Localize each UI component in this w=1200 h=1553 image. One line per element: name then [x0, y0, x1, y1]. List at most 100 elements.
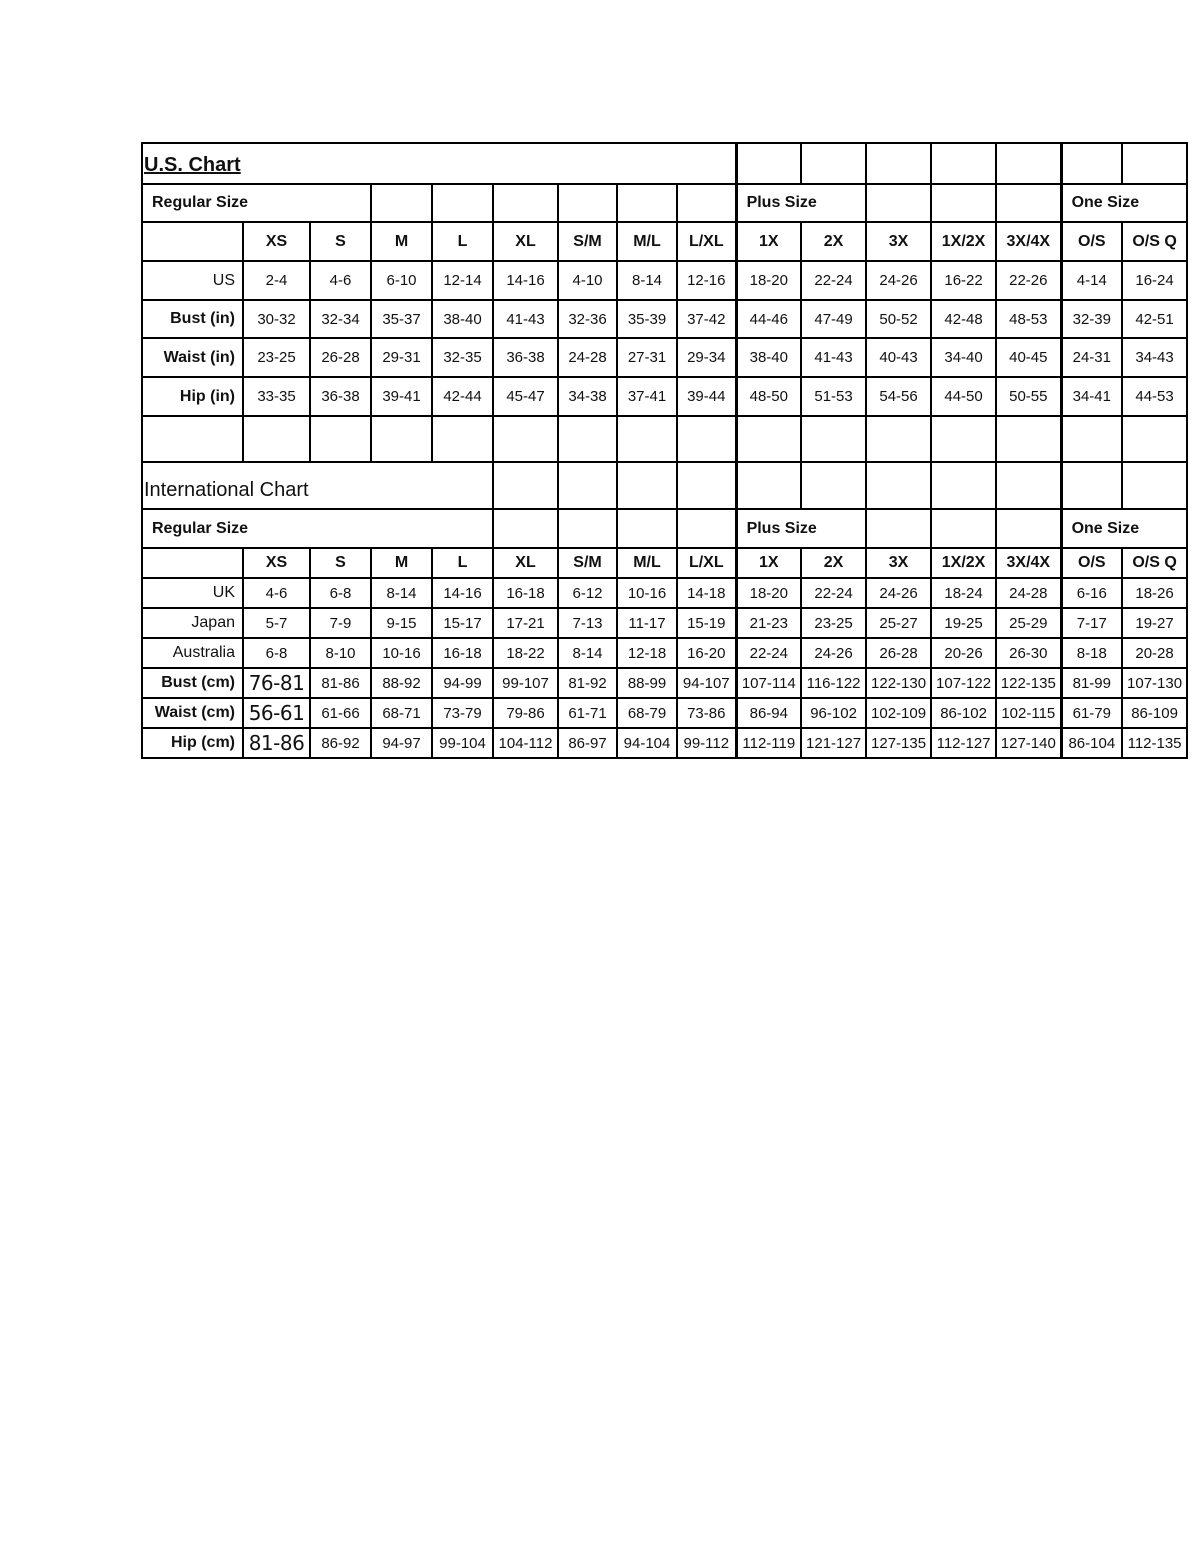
empty-cell	[800, 461, 868, 510]
empty-cell	[309, 415, 372, 463]
row-label: Waist (cm)	[141, 697, 244, 729]
empty-cell	[557, 508, 618, 549]
table-cell: 4-6	[242, 577, 311, 609]
empty-cell	[675, 415, 738, 463]
table-cell: 35-37	[370, 299, 433, 339]
table-cell: 54-56	[865, 376, 933, 417]
empty-cell	[431, 183, 494, 223]
empty-cell	[995, 142, 1063, 185]
size-header: 1X	[734, 221, 803, 262]
table-cell: 86-92	[309, 727, 372, 759]
table-cell: 86-97	[557, 727, 618, 759]
size-header: XS	[242, 547, 311, 579]
size-header: L/XL	[675, 547, 738, 579]
table-cell: 26-30	[995, 637, 1063, 669]
table-cell: 32-34	[309, 299, 372, 339]
table-cell: 50-52	[865, 299, 933, 339]
table-cell: 127-140	[995, 727, 1063, 759]
table-row: Bust (cm) 76-81 81-86 88-92 94-99 99-107 81-92…	[141, 667, 1189, 699]
table-row: US 2-4 4-6 6-10 12-14 14-16 4-10 8-14 12-16 18-20…	[141, 260, 1189, 301]
table-cell: 29-31	[370, 337, 433, 378]
table-cell: 48-50	[734, 376, 803, 417]
table-cell: 88-92	[370, 667, 433, 699]
empty-cell	[734, 461, 803, 510]
row-label: Waist (in)	[141, 337, 244, 378]
regular-size-label: Regular Size	[141, 508, 494, 549]
size-header: 2X	[800, 221, 868, 262]
table-cell: 21-23	[734, 607, 803, 639]
table-cell: 26-28	[309, 337, 372, 378]
table-cell: 16-22	[930, 260, 998, 301]
empty-cell	[930, 508, 998, 549]
table-row: Hip (in) 33-35 36-38 39-41 42-44 45-47 34-38 37…	[141, 376, 1189, 417]
table-cell: 94-104	[616, 727, 678, 759]
empty-cell	[141, 415, 244, 463]
table-cell: 6-16	[1059, 577, 1124, 609]
table-cell: 38-40	[431, 299, 494, 339]
table-cell: 99-112	[675, 727, 738, 759]
table-cell: 121-127	[800, 727, 868, 759]
table-cell: 6-10	[370, 260, 433, 301]
size-header: O/S	[1059, 221, 1124, 262]
empty-cell	[1121, 142, 1189, 185]
row-label: Australia	[141, 637, 244, 669]
table-cell: 24-26	[800, 637, 868, 669]
table-cell: 35-39	[616, 299, 678, 339]
size-header: 3X	[865, 221, 933, 262]
table-cell: 112-119	[734, 727, 803, 759]
table-cell: 4-10	[557, 260, 618, 301]
empty-cell	[995, 508, 1063, 549]
table-cell: 42-48	[930, 299, 998, 339]
table-cell: 112-135	[1121, 727, 1189, 759]
table-cell: 11-17	[616, 607, 678, 639]
table-cell: 22-24	[800, 577, 868, 609]
table-cell: 9-15	[370, 607, 433, 639]
table-cell: 10-16	[616, 577, 678, 609]
empty-cell	[370, 183, 433, 223]
table-cell: 122-135	[995, 667, 1063, 699]
empty-cell	[800, 415, 868, 463]
empty-cell	[995, 461, 1063, 510]
empty-cell	[1121, 461, 1189, 510]
table-cell: 29-34	[675, 337, 738, 378]
empty-cell	[492, 183, 559, 223]
table-cell: 61-71	[557, 697, 618, 729]
table-cell: 36-38	[309, 376, 372, 417]
row-label: US	[141, 260, 244, 301]
empty-cell	[492, 461, 559, 510]
size-header: S	[309, 221, 372, 262]
table-cell: 56-61	[242, 697, 311, 729]
row-label: UK	[141, 577, 244, 609]
empty-cell	[616, 415, 678, 463]
table-cell: 127-135	[865, 727, 933, 759]
table-cell: 16-18	[492, 577, 559, 609]
table-cell: 4-14	[1059, 260, 1124, 301]
table-cell: 27-31	[616, 337, 678, 378]
empty-cell	[675, 183, 738, 223]
table-cell: 6-8	[242, 637, 311, 669]
size-header: XS	[242, 221, 311, 262]
table-cell: 79-86	[492, 697, 559, 729]
table-row: Australia 6-8 8-10 10-16 16-18 18-22 8-14 12-18…	[141, 637, 1189, 669]
table-cell: 18-24	[930, 577, 998, 609]
table-cell: 81-92	[557, 667, 618, 699]
table-cell: 107-122	[930, 667, 998, 699]
size-header: M/L	[616, 547, 678, 579]
size-header: L/XL	[675, 221, 738, 262]
table-row: Waist (cm) 56-61 61-66 68-71 73-79 79-86 61-71…	[141, 697, 1189, 729]
empty-cell	[930, 461, 998, 510]
table-cell: 7-9	[309, 607, 372, 639]
table-cell: 12-18	[616, 637, 678, 669]
empty-cell	[930, 415, 998, 463]
size-header: XL	[492, 547, 559, 579]
empty-cell	[431, 415, 494, 463]
empty-cell	[995, 415, 1063, 463]
table-cell: 32-35	[431, 337, 494, 378]
table-cell: 88-99	[616, 667, 678, 699]
size-header: 3X	[865, 547, 933, 579]
table-cell: 50-55	[995, 376, 1063, 417]
table-cell: 6-8	[309, 577, 372, 609]
size-header: L	[431, 221, 494, 262]
table-cell: 12-16	[675, 260, 738, 301]
empty-cell	[930, 183, 998, 223]
